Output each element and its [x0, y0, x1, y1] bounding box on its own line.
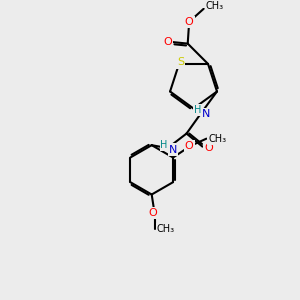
- Text: H: H: [160, 140, 168, 150]
- Text: O: O: [204, 143, 213, 153]
- Text: O: O: [149, 208, 158, 218]
- Text: H: H: [194, 105, 201, 115]
- Text: O: O: [163, 37, 172, 47]
- Text: N: N: [169, 145, 177, 154]
- Text: O: O: [185, 17, 194, 27]
- Text: N: N: [202, 109, 210, 119]
- Text: S: S: [177, 58, 184, 68]
- Text: CH₃: CH₃: [206, 1, 224, 11]
- Text: CH₃: CH₃: [157, 224, 175, 234]
- Text: CH₃: CH₃: [208, 134, 226, 144]
- Text: O: O: [184, 141, 194, 151]
